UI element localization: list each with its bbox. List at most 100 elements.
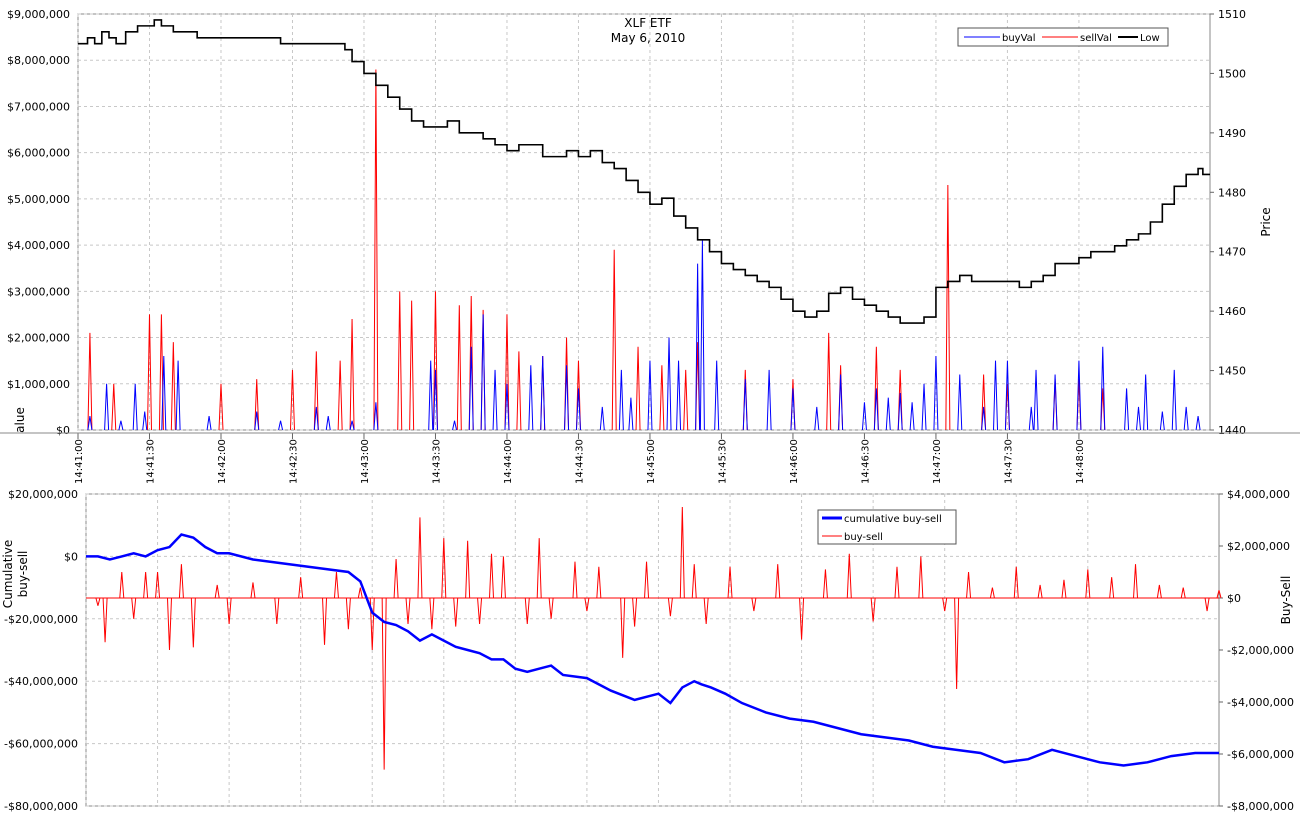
buyval-point [206,416,212,431]
legend-sellval-label: sellVal [1080,33,1112,44]
buyval-point [428,360,434,431]
top-right-tick-label: 1470 [1218,246,1246,259]
top-plot-area [77,13,1211,431]
bottom-right-tick-label: -$8,000,000 [1227,800,1294,813]
buyval-point [132,383,138,431]
buy-sell-point [1061,579,1067,599]
buy-sell-point [942,597,948,612]
buy-sell-point [119,571,125,599]
buy-sell-point [477,597,483,625]
x-tick-label: 14:41:00 [74,439,85,484]
buyval-point [432,369,438,431]
x-tick-label: 14:43:30 [431,439,442,484]
bottom-right-tick-label: $0 [1227,592,1241,605]
buy-sell-point [644,561,650,599]
buyval-point [1052,374,1058,431]
buy-sell-point [381,597,387,770]
buy-sell-point [596,566,602,599]
buy-sell-point [1037,584,1043,599]
buy-sell-point [357,587,363,599]
buy-sell-point [393,558,399,599]
buy-sell-point [918,556,924,599]
buyval-point [87,416,93,431]
buyval-point [118,420,124,431]
buyval-point [897,392,903,431]
buy-sell-point [166,597,172,651]
sellval-point [659,365,665,431]
buy-sell-point [441,538,447,599]
buy-sell-point [667,597,673,617]
buy-sell-point [333,571,339,599]
legend-low-label: Low [1140,33,1160,44]
top-right-tick-label: 1490 [1218,127,1246,140]
buy-sell-point [369,597,375,651]
buyval-point [766,369,772,431]
buyval-point [676,360,682,431]
bottom-legend-box [817,509,957,545]
top-left-tick-label: $9,000,000 [7,8,70,21]
x-tick-label: 14:46:30 [860,439,871,484]
buy-sell-point [954,597,960,690]
buyval-point [142,411,148,431]
buy-sell-point [405,597,411,625]
buyval-point [528,365,534,431]
buy-sell-point [345,597,351,630]
top-right-tick-label: 1480 [1218,186,1246,199]
x-tick-label: 14:48:00 [1075,439,1086,484]
bottom-left-tick-label: $20,000,000 [8,488,78,501]
buyval-series [87,240,1201,431]
legend-net-label: buy-sell [844,532,883,543]
top-chart-title: XLF ETF [624,16,672,30]
buy-sell-point [620,597,626,658]
buy-sell-point [500,556,506,599]
buyval-point [1124,388,1130,431]
buy-sell-point [1204,597,1210,612]
buyval-point [452,420,458,431]
buy-sell-point [1013,566,1019,599]
buyval-point [1159,411,1165,431]
top-right-tick-label: 1450 [1218,365,1246,378]
top-left-tick-label: $5,000,000 [7,193,70,206]
sellval-point [456,305,462,431]
buyval-point [254,411,260,431]
bottom-right-axis: -$8,000,000 -$6,000,000 -$4,000,000 -$2,000… [1219,488,1294,813]
buy-sell-point [274,597,280,625]
top-left-tick-label: $7,000,000 [7,100,70,113]
buyval-point [993,360,999,431]
buyval-point [480,314,486,431]
sellval-point [683,369,689,431]
sellval-point [254,379,260,431]
buyval-point [313,406,319,431]
buyval-point [468,346,474,431]
buyval-point [1136,406,1142,431]
buyval-point [161,356,167,431]
buy-sell-point [548,597,554,619]
buy-sell-point [1180,587,1186,599]
top-left-tick-label: $4,000,000 [7,239,70,252]
bottom-legend: cumulative buy-sell buy-sell [817,509,957,545]
buyval-point [278,420,284,431]
buy-sell-point [870,597,876,622]
buyval-point [1004,360,1010,431]
buyval-point [175,360,181,431]
buyval-point [504,383,510,431]
sellval-point [146,314,152,431]
sellval-point [289,369,295,431]
sellval-point [170,342,176,431]
buyval-point [873,388,879,431]
buyval-point [325,416,331,431]
x-tick-label: 14:42:00 [217,439,228,484]
top-left-tick-label: $3,000,000 [7,285,70,298]
sellval-point [945,185,951,431]
top-series [78,19,1210,431]
buyval-point [742,379,748,431]
sellval-point [504,314,510,431]
buyval-point [492,369,498,431]
top-left-tick-label: $2,000,000 [7,332,70,345]
buyval-point [1183,406,1189,431]
buyval-point [695,263,701,431]
buyval-point [104,383,110,431]
top-right-tick-label: 1500 [1218,67,1246,80]
buy-sell-point [214,584,220,599]
